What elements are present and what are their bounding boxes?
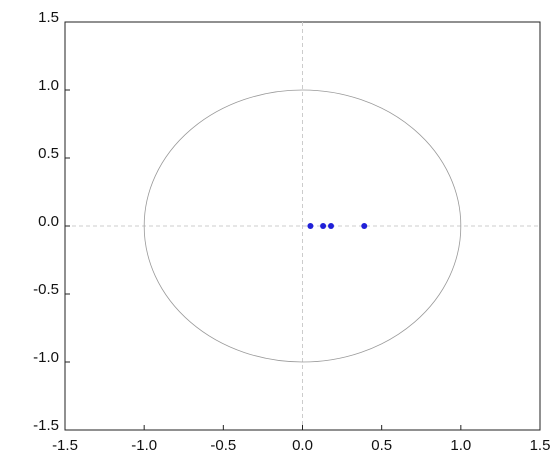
y-tick-label: 0.5 <box>38 145 59 162</box>
x-tick-label: 1.0 <box>450 437 471 454</box>
y-tick-label: -0.5 <box>33 281 59 298</box>
x-tick-label: 0.0 <box>292 437 313 454</box>
point <box>307 223 314 229</box>
point <box>361 223 368 229</box>
x-tick-label: -1.5 <box>52 437 78 454</box>
y-tick-label: 1.5 <box>38 9 59 26</box>
x-tick-label: 0.5 <box>371 437 392 454</box>
x-tick-label: -1.0 <box>131 437 157 454</box>
y-tick-label: 0.0 <box>38 213 59 230</box>
unit-circle <box>143 89 462 363</box>
point <box>320 223 327 229</box>
point <box>328 223 334 229</box>
y-tick-label: -1.0 <box>33 349 59 366</box>
y-tick-label: 1.0 <box>38 77 59 94</box>
y-tick-label: -1.5 <box>33 417 59 434</box>
x-tick-label: 1.5 <box>530 437 551 454</box>
x-tick-label: -0.5 <box>210 437 236 454</box>
